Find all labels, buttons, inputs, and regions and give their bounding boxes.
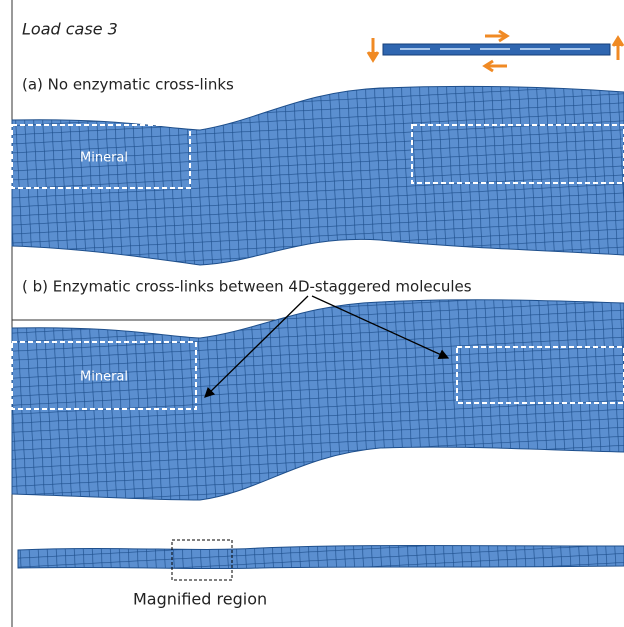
load-case: Load case 3 (22, 20, 118, 39)
mesh (12, 300, 624, 500)
panel-label: ( b) Enzymatic cross-links between 4D-st… (22, 278, 472, 296)
magnified-label: Magnified region (133, 590, 267, 609)
strip (18, 546, 624, 569)
panel-label: (a) No enzymatic cross-links (22, 76, 234, 94)
mineral-label: Mineral (80, 370, 128, 385)
mineral-label: Mineral (80, 151, 128, 166)
load-icon (368, 31, 623, 71)
figure: Load case 3 (a) No enzymatic cross-links… (0, 0, 624, 627)
mesh (12, 86, 624, 265)
